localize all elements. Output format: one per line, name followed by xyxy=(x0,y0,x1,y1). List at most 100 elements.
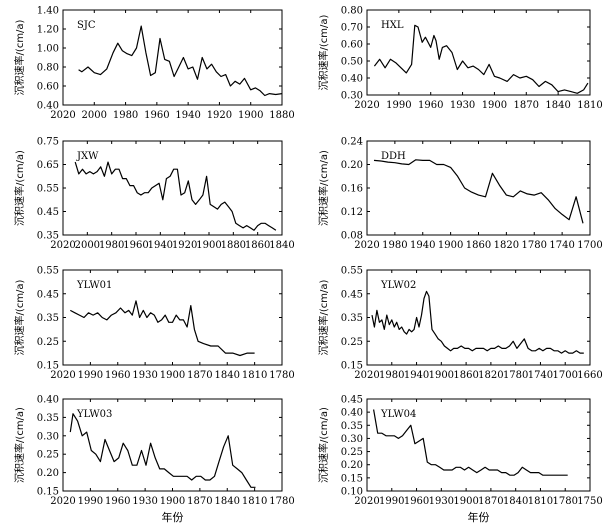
y-tick-label: 0.25 xyxy=(341,337,363,348)
y-axis-label: 沉积速率/(cm/a) xyxy=(317,279,330,355)
x-tick-label: 2020 xyxy=(50,110,75,121)
x-tick-label: 1880 xyxy=(269,110,294,121)
x-tick-label: 1870 xyxy=(187,496,212,507)
y-axis-label: 沉积速率/(cm/a) xyxy=(13,19,26,95)
x-tick-label: 1900 xyxy=(238,110,263,121)
x-tick-label: 2020 xyxy=(354,100,379,111)
x-tick-label: 1870 xyxy=(514,100,539,111)
series-line xyxy=(69,413,256,488)
y-tick-label: 0.12 xyxy=(341,207,363,218)
x-tick-label: 1930 xyxy=(450,100,475,111)
y-tick-label: 0.35 xyxy=(341,313,363,324)
y-tick-label: 0.20 xyxy=(341,460,363,471)
panel-label: YLW04 xyxy=(380,409,416,420)
x-tick-label: 1990 xyxy=(386,100,411,111)
y-tick-label: 0.15 xyxy=(341,361,363,372)
panel-ylw04: 2020 1990 1960 1930 1900 1870 1840 1810 1780 1750… xyxy=(317,395,603,525)
x-tick-label: 1820 xyxy=(494,240,519,251)
y-tick-label: 0.40 xyxy=(341,74,363,85)
x-tick-label: 1860 xyxy=(245,240,270,251)
panel-label: DDH xyxy=(381,151,406,162)
panel-ylw02: 2020 1980 1940 1900 1860 1820 1780 1740 1700 1660… xyxy=(317,266,603,382)
y-axis-label: 沉积速率/(cm/a) xyxy=(317,407,330,483)
x-tick-label: 1930 xyxy=(429,496,454,507)
x-tick-label: 1990 xyxy=(78,370,103,381)
y-tick-label: 0.15 xyxy=(341,473,363,484)
panel-label: HXL xyxy=(381,20,404,31)
panel-label: YLW01 xyxy=(76,280,112,291)
x-tick-label: 2020 xyxy=(50,370,75,381)
series-line xyxy=(78,25,283,97)
plot-frame xyxy=(366,398,591,492)
x-tick-label: 1900 xyxy=(482,100,507,111)
x-tick-label: 1780 xyxy=(269,496,294,507)
series-line xyxy=(70,300,255,357)
x-tick-label: 2000 xyxy=(82,110,107,121)
y-tick-label: 0.15 xyxy=(37,487,59,498)
x-tick-label: 1960 xyxy=(418,100,443,111)
y-tick-label: 0.45 xyxy=(37,207,59,218)
series-line xyxy=(373,24,589,94)
x-axis-label: 年份 xyxy=(162,510,184,524)
x-tick-label: 1780 xyxy=(552,496,577,507)
y-tick-label: 0.55 xyxy=(341,266,363,277)
y-tick-label: 0.24 xyxy=(341,137,363,148)
y-tick-label: 0.75 xyxy=(37,137,59,148)
y-tick-label: 1.40 xyxy=(37,6,59,17)
x-tick-label: 2020 xyxy=(50,240,75,251)
x-tick-label: 1990 xyxy=(78,496,103,507)
x-tick-label: 1840 xyxy=(503,496,528,507)
y-tick-label: 0.20 xyxy=(37,468,59,479)
panel-sjc: 2020 2000 1980 1960 1940 1920 1900 1880 0.40 0.60… xyxy=(13,6,295,122)
x-tick-label: 1900 xyxy=(429,370,454,381)
y-axis-label: 沉积速率/(cm/a) xyxy=(317,14,330,90)
x-tick-label: 1900 xyxy=(160,496,185,507)
y-tick-label: 0.30 xyxy=(341,91,363,102)
x-tick-label: 1840 xyxy=(215,370,240,381)
y-tick-label: 0.45 xyxy=(341,289,363,300)
y-axis-label: 沉积速率/(cm/a) xyxy=(13,279,26,355)
y-tick-label: 0.70 xyxy=(341,23,363,34)
x-tick-label: 1810 xyxy=(242,496,267,507)
y-tick-label: 0.30 xyxy=(341,434,363,445)
y-tick-label: 0.45 xyxy=(37,289,59,300)
x-tick-label: 1780 xyxy=(522,240,547,251)
x-tick-label: 1880 xyxy=(221,240,246,251)
x-tick-label: 1750 xyxy=(577,496,602,507)
y-tick-label: 0.50 xyxy=(341,57,363,68)
y-tick-label: 0.35 xyxy=(37,231,59,242)
x-tick-label: 1900 xyxy=(438,240,463,251)
x-tick-label: 1980 xyxy=(113,110,138,121)
x-tick-label: 1900 xyxy=(196,240,221,251)
y-tick-label: 0.25 xyxy=(37,337,59,348)
panel-label: YLW02 xyxy=(380,280,416,291)
x-tick-label: 2020 xyxy=(354,370,379,381)
y-axis-label: 沉积速率/(cm/a) xyxy=(13,150,26,226)
x-tick-label: 1960 xyxy=(105,370,130,381)
x-tick-label: 1780 xyxy=(269,370,294,381)
x-tick-label: 1840 xyxy=(215,496,240,507)
y-tick-label: 0.08 xyxy=(341,231,363,242)
y-tick-label: 0.40 xyxy=(37,395,59,406)
y-tick-label: 1.20 xyxy=(37,25,59,36)
y-tick-label: 0.35 xyxy=(341,421,363,432)
x-tick-label: 1920 xyxy=(207,110,232,121)
y-tick-label: 0.45 xyxy=(341,395,363,406)
y-tick-label: 1.00 xyxy=(37,44,59,55)
x-tick-label: 1940 xyxy=(148,240,173,251)
plot-frame xyxy=(366,9,591,96)
y-tick-label: 0.25 xyxy=(341,447,363,458)
y-tick-label: 0.40 xyxy=(37,101,59,112)
y-tick-label: 0.60 xyxy=(37,82,59,93)
x-tick-label: 1780 xyxy=(503,370,528,381)
x-tick-label: 1810 xyxy=(577,100,602,111)
panel-jxw: 2020200019801960194019201900188018601840… xyxy=(13,137,295,252)
panel-label: JXW xyxy=(76,151,99,162)
panel-hxl: 2020 1990 1960 1930 1900 1870 1840 1810 0.30 0.40… xyxy=(317,6,603,112)
y-tick-label: 0.40 xyxy=(341,408,363,419)
panel-label: YLW03 xyxy=(76,409,112,420)
plot-frame xyxy=(62,9,283,106)
series-line xyxy=(373,409,568,476)
x-tick-label: 1740 xyxy=(528,370,553,381)
series-line xyxy=(74,161,277,231)
